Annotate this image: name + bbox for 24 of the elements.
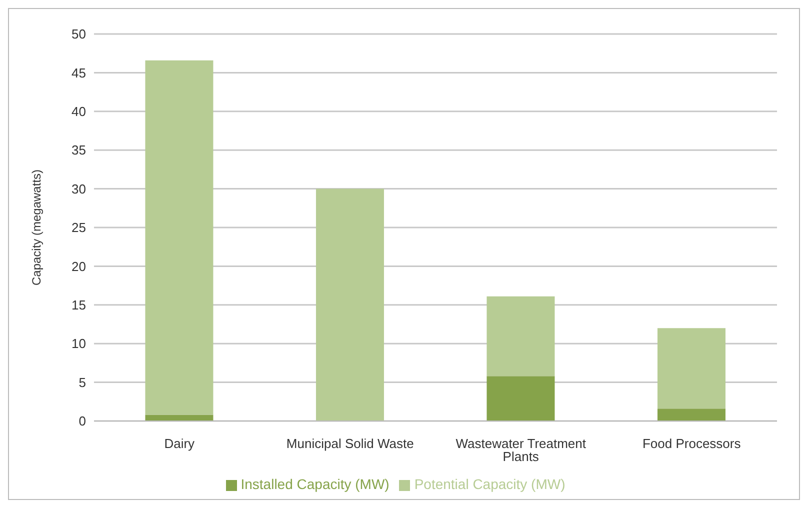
y-tick-label: 30 [72, 181, 86, 196]
x-tick-label: Dairy [164, 436, 196, 452]
x-tick-label: Municipal Solid Waste [286, 436, 414, 452]
bar [657, 328, 726, 409]
y-tick-label: 10 [72, 336, 86, 352]
bar [316, 188, 384, 421]
legend-label: Installed Capacity (MW) [240, 476, 390, 492]
y-tick-label: 25 [72, 220, 86, 236]
bar [486, 296, 555, 376]
y-tick-label: 0 [78, 414, 86, 429]
y-tick-label: 15 [72, 298, 86, 313]
bar [486, 376, 555, 421]
bar [145, 60, 214, 415]
bar [657, 408, 726, 421]
y-tick-label: 40 [72, 104, 86, 120]
y-tick-label: 50 [72, 26, 86, 42]
x-tick-label: Food Processors [642, 436, 742, 452]
y-tick-label: 35 [72, 142, 86, 158]
y-tick-label: 45 [72, 65, 86, 80]
legend-label: Potential Capacity (MW) [414, 476, 566, 492]
y-tick-label: 5 [78, 374, 86, 390]
y-tick-label: 20 [72, 258, 86, 274]
x-tick-label: Wastewater Treatment Plants [456, 436, 586, 464]
y-axis-title: Capacity (megawatts) [29, 169, 44, 286]
